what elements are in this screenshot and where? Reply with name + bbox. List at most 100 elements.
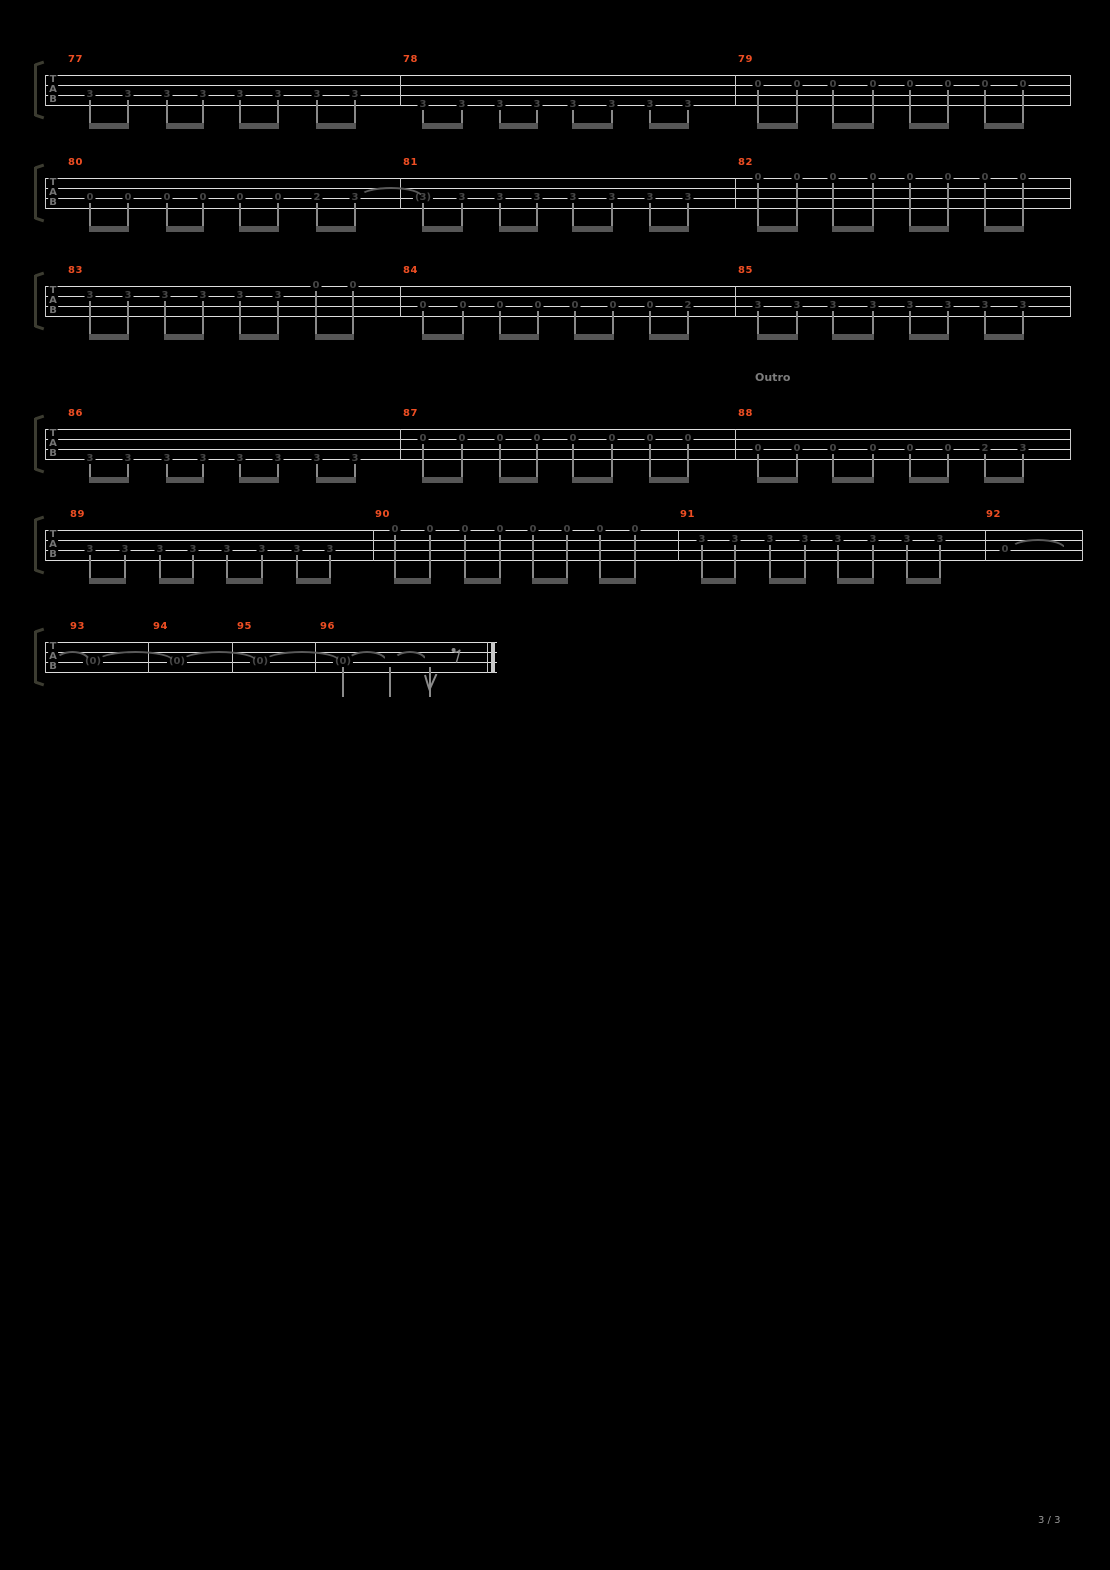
fret-number: 0 [644,300,656,311]
tab-clef-letter: B [48,305,58,316]
note-stem [389,667,391,697]
tab-clef-letter: A [48,84,58,95]
fret-number: 3 [84,290,96,301]
note-beam [701,578,736,584]
fret-number: 3 [567,192,579,203]
fret-number: 0 [682,433,694,444]
staff-line [45,429,1070,430]
note-stem [422,110,424,129]
fret-number: 0 [867,172,879,183]
note-beam [984,226,1024,232]
note-stem [872,90,874,129]
note-beam [166,123,204,129]
staff-line [45,662,497,663]
note-stem [687,444,689,483]
note-stem [906,545,908,584]
fret-number: 0 [197,192,209,203]
fret-number: 3 [417,99,429,110]
fret-number: 3 [272,89,284,100]
note-stem [329,555,331,584]
system-bracket [34,418,37,470]
measure-number: 79 [738,54,753,65]
note-stem [872,311,874,340]
note-stem [239,203,241,232]
note-beam [832,226,874,232]
barline [400,429,401,460]
note-beam [909,226,949,232]
note-stem [687,311,689,340]
section-label: Outro [755,371,791,384]
note-stem [499,444,501,483]
note-beam [316,477,356,483]
note-stem [127,203,129,232]
note-stem [277,464,279,483]
tab-clef-letter: B [48,661,58,672]
note-beam [296,578,331,584]
staff-line [45,286,1070,287]
note-beam [422,477,463,483]
staff-line [45,449,1070,450]
note-stem [1022,454,1024,483]
fret-number: 0 [161,192,173,203]
measure-number: 85 [738,265,753,276]
note-stem [947,183,949,232]
barline [45,530,46,561]
fret-number: 0 [827,443,839,454]
note-beam [422,226,463,232]
fret-number: 0 [791,443,803,454]
note-beam [239,477,279,483]
note-beam [89,578,126,584]
fret-number: 0 [1017,79,1029,90]
barline [400,286,401,317]
measure-number: 80 [68,157,83,168]
staff-line [45,550,1082,551]
fret-number: 3 [221,544,233,555]
fret-number: 0 [904,443,916,454]
note-stem [796,90,798,129]
note-stem [837,545,839,584]
fret-number: (0) [332,656,354,667]
fret-number: 3 [832,534,844,545]
note-stem [734,545,736,584]
fret-number: 3 [456,99,468,110]
measure-number: 82 [738,157,753,168]
fret-number: 3 [682,99,694,110]
fret-number: 3 [901,534,913,545]
fret-number: 3 [256,544,268,555]
staff-line [45,178,1070,179]
fret-number: 3 [752,300,764,311]
fret-number: (0) [166,656,188,667]
measure-number: 87 [403,408,418,419]
fret-number: 3 [234,290,246,301]
tab-clef-letter: T [48,529,58,540]
note-stem [192,555,194,584]
fret-number: 3 [567,99,579,110]
fret-number: 0 [567,433,579,444]
note-stem [872,454,874,483]
note-stem [239,100,241,129]
fret-number: 0 [417,300,429,311]
fret-number: 0 [272,192,284,203]
fret-number: 0 [867,79,879,90]
note-stem [166,100,168,129]
note-stem [429,667,431,697]
fret-number: 0 [904,172,916,183]
tie-arc [393,651,427,661]
tie-arc [181,651,257,661]
staff-line [45,95,1070,96]
fret-number: 2 [311,192,323,203]
staff-line [45,540,1082,541]
note-stem [611,444,613,483]
system-bracket-hook [34,324,45,331]
system-bracket [34,167,37,219]
tab-clef-letter: T [48,285,58,296]
fret-number: 0 [942,79,954,90]
barline [735,286,736,317]
fret-number: 3 [644,192,656,203]
fret-number: 0 [494,524,506,535]
note-stem [226,555,228,584]
fret-number: 0 [791,172,803,183]
barline [45,642,46,673]
note-stem [909,454,911,483]
fret-number: 2 [682,300,694,311]
